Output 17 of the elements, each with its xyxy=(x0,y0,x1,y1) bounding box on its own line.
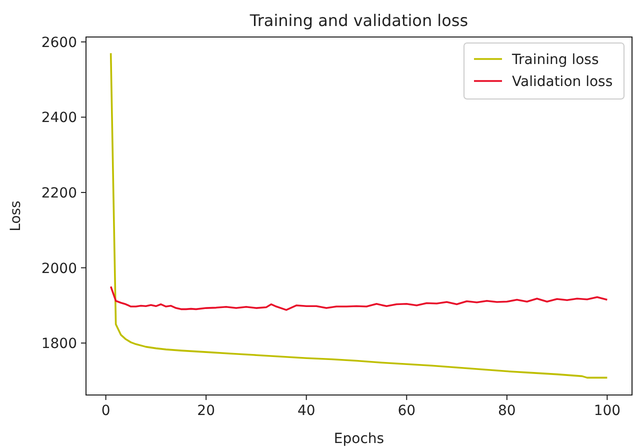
x-tick-label: 100 xyxy=(594,403,621,419)
y-axis-title: Loss xyxy=(8,200,24,232)
y-tick-label: 1800 xyxy=(41,336,77,352)
chart-title: Training and validation loss xyxy=(248,11,468,30)
legend-label: Validation loss xyxy=(512,74,613,90)
x-tick-label: 80 xyxy=(498,403,516,419)
x-tick-label: 20 xyxy=(197,403,215,419)
x-tick-label: 40 xyxy=(297,403,316,419)
y-tick-label: 2400 xyxy=(41,110,77,126)
x-axis-title: Epochs xyxy=(334,431,384,447)
x-tick-label: 60 xyxy=(398,403,416,419)
y-tick-label: 2600 xyxy=(41,34,77,51)
line-series xyxy=(110,286,608,311)
y-tick-label: 2200 xyxy=(41,185,77,202)
y-tick-label: 2000 xyxy=(41,260,77,277)
legend-label: Training loss xyxy=(511,52,599,68)
x-tick-label: 0 xyxy=(101,403,110,419)
